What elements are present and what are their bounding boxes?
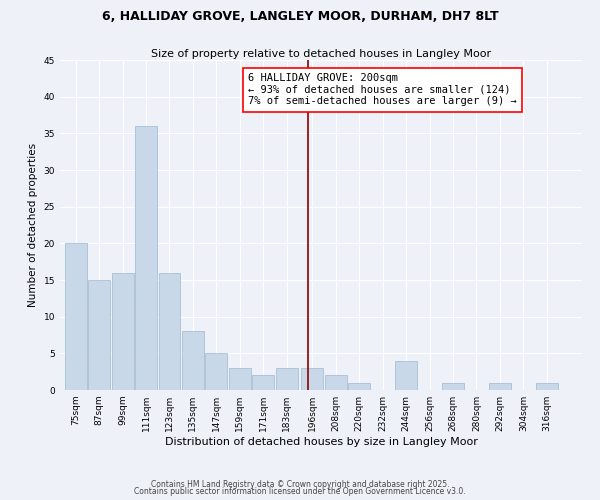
Bar [276,368,298,390]
Bar [158,272,181,390]
Bar [135,126,157,390]
Bar [348,382,370,390]
Bar [88,280,110,390]
Bar [229,368,251,390]
Bar [112,272,134,390]
Bar [536,382,558,390]
Text: Contains HM Land Registry data © Crown copyright and database right 2025.: Contains HM Land Registry data © Crown c… [151,480,449,489]
Text: Contains public sector information licensed under the Open Government Licence v3: Contains public sector information licen… [134,487,466,496]
Bar [205,354,227,390]
Bar [442,382,464,390]
Text: 6 HALLIDAY GROVE: 200sqm
← 93% of detached houses are smaller (124)
7% of semi-d: 6 HALLIDAY GROVE: 200sqm ← 93% of detach… [248,73,517,106]
Title: Size of property relative to detached houses in Langley Moor: Size of property relative to detached ho… [151,49,491,59]
X-axis label: Distribution of detached houses by size in Langley Moor: Distribution of detached houses by size … [164,437,478,447]
Y-axis label: Number of detached properties: Number of detached properties [28,143,38,307]
Bar [489,382,511,390]
Bar [65,244,86,390]
Bar [253,376,274,390]
Text: 6, HALLIDAY GROVE, LANGLEY MOOR, DURHAM, DH7 8LT: 6, HALLIDAY GROVE, LANGLEY MOOR, DURHAM,… [101,10,499,23]
Bar [325,376,347,390]
Bar [301,368,323,390]
Bar [395,360,417,390]
Bar [182,332,204,390]
